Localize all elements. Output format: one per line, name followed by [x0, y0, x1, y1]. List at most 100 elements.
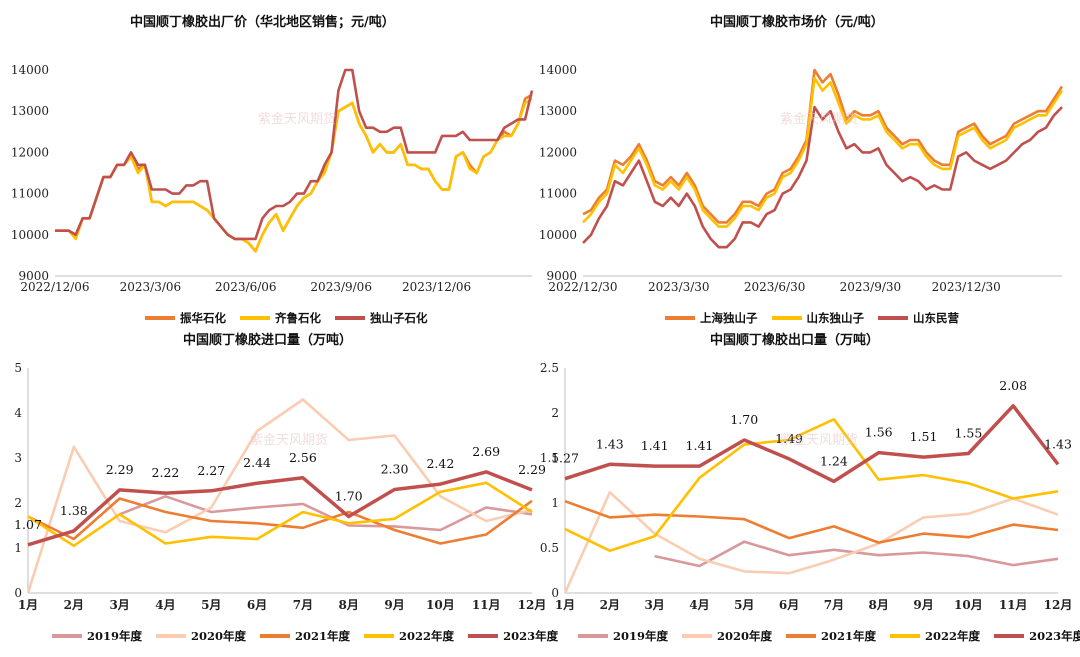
- chart-title: 中国顺丁橡胶市场价（元/吨）: [710, 15, 884, 30]
- y-tick-label: 10000: [540, 228, 577, 242]
- series-line: [27, 470, 533, 547]
- data-label: 2.29: [518, 462, 545, 477]
- x-tick-label: 2023/6/06: [215, 280, 277, 294]
- x-tick-label: 4月: [155, 598, 175, 612]
- legend-label: 山东民营: [913, 311, 959, 325]
- x-tick-label: 8月: [339, 598, 359, 612]
- legend-label: 2021年度: [821, 629, 877, 643]
- data-label: 2.42: [426, 456, 454, 471]
- chart-svg-market-price: 9000 10000 11000 12000 13000 14000 2022/12/30 2…: [540, 63, 1064, 294]
- x-tick-label: 5月: [734, 598, 754, 612]
- y-tick-label: 2: [551, 406, 559, 420]
- x-tick-label: 7月: [824, 598, 844, 612]
- x-tick-label: 9月: [384, 598, 404, 612]
- legend-item: 2021年度: [786, 628, 876, 644]
- data-label: 1.41: [686, 438, 714, 453]
- data-label: 2.56: [289, 450, 317, 465]
- x-tick-label: 2月: [64, 598, 84, 612]
- legend: 上海独山子 山东独山子 山东民营: [665, 310, 959, 326]
- legend-item: 山东独山子: [771, 310, 864, 326]
- data-label: 2.30: [381, 462, 409, 477]
- data-label: 1.43: [596, 436, 624, 451]
- legend-label: 2022年度: [925, 629, 981, 643]
- y-tick-label: 1.5: [540, 451, 559, 465]
- legend-label: 2019年度: [87, 629, 143, 643]
- x-tick-label: 6月: [247, 598, 267, 612]
- x-tick-label: 12月: [518, 598, 545, 612]
- x-tick-label: 2月: [600, 598, 620, 612]
- x-tick-label: 1月: [18, 598, 38, 612]
- watermark: 紫金天风期货: [780, 112, 859, 127]
- legend-label: 2019年度: [613, 629, 669, 643]
- legend-label: 振华石化: [180, 311, 226, 325]
- legend-item: 山东民营: [878, 310, 959, 326]
- data-label: 1.70: [730, 412, 758, 427]
- y-tick-label: 12000: [540, 145, 577, 159]
- y-tick-label: 0: [551, 586, 559, 600]
- data-label: 1.49: [775, 431, 803, 446]
- legend-label: 2020年度: [717, 629, 773, 643]
- legend-item: 独山子石化: [335, 310, 428, 326]
- legend-item: 上海独山子: [665, 310, 758, 326]
- y-tick-label: 13000: [540, 104, 577, 118]
- x-tick-label: 2023/9/06: [310, 280, 372, 294]
- y-tick-label: 5: [14, 361, 22, 375]
- chart-svg-export-volume: 0 0.5 1 1.5 2 2.5 1月 2月 3月 4月 5月 6月 7月 8月 9月 10月 11月 12月 1…: [540, 361, 1072, 612]
- legend-item: 2020年度: [682, 628, 772, 644]
- y-tick-label: 1: [551, 496, 559, 510]
- data-label: 1.24: [820, 453, 848, 468]
- series-line: [55, 97, 533, 253]
- legend-label: 2020年度: [191, 629, 247, 643]
- legend-label: 2022年度: [399, 629, 455, 643]
- legend-item: 2021年度: [260, 628, 350, 644]
- legend-label: 独山子石化: [370, 311, 428, 325]
- chart-svg-import-volume: 0 1 2 3 4 5 1月 2月 3月 4月 5月 6月 7月 8月 9月 10月 11月 12月 1.07 1.3…: [14, 361, 545, 612]
- watermark: 紫金天风期货: [780, 433, 859, 448]
- data-label: 2.44: [243, 455, 271, 470]
- x-tick-label: 2023/12/06: [402, 280, 471, 294]
- x-tick-label: 5月: [201, 598, 221, 612]
- x-tick-label: 10月: [426, 598, 455, 612]
- x-tick-label: 4月: [689, 598, 709, 612]
- series-line: [582, 68, 1064, 224]
- chart-title: 中国顺丁橡胶进口量（万吨）: [183, 333, 353, 348]
- y-tick-label: 0.5: [540, 541, 559, 555]
- series-line: [564, 418, 1059, 552]
- y-tick-label: 0: [14, 586, 22, 600]
- y-tick-label: 14000: [540, 63, 577, 77]
- x-tick-label: 2023/12/30: [932, 280, 1001, 294]
- x-tick-label: 7月: [293, 598, 313, 612]
- series-line: [55, 68, 534, 241]
- x-tick-label: 2022/12/30: [548, 280, 617, 294]
- y-tick-label: 14000: [11, 63, 49, 77]
- chart-panel-import-volume: 中国顺丁橡胶进口量（万吨） 0 1 2 3 4 5 1月 2月 3月 4月 5月 6月 7月 8月 9月 10…: [0, 325, 558, 657]
- data-label: 1.55: [954, 426, 982, 441]
- series-line: [119, 495, 533, 532]
- chart-title: 中国顺丁橡胶出口量（万吨）: [710, 333, 880, 348]
- x-tick-label: 2023/3/30: [648, 280, 710, 294]
- legend-item: 2019年度: [52, 628, 142, 644]
- chart-svg-factory-price: 9000 10000 11000 12000 13000 14000 2022/12/06 2…: [11, 63, 534, 294]
- legend-item: 2023年度: [468, 628, 558, 644]
- x-tick-label: 3月: [109, 598, 129, 612]
- y-tick-label: 9000: [546, 269, 577, 283]
- data-label: 1.27: [551, 451, 579, 466]
- data-label: 1.38: [60, 503, 88, 518]
- legend-item: 2023年度: [994, 628, 1080, 644]
- y-tick-label: 13000: [11, 104, 49, 118]
- legend: 2019年度 2020年度 2021年度 2022年度 2023年度: [578, 628, 1080, 644]
- data-label: 1.56: [865, 425, 893, 440]
- data-label: 1.07: [14, 517, 42, 532]
- legend-item: 振华石化: [145, 310, 226, 326]
- x-tick-label: 1月: [555, 598, 575, 612]
- watermark: 紫金天风期货: [250, 433, 329, 448]
- y-tick-label: 3: [14, 451, 22, 465]
- x-tick-label: 2022/12/06: [20, 280, 89, 294]
- data-label: 1.41: [641, 438, 669, 453]
- data-label: 2.08: [999, 378, 1027, 393]
- series-line: [564, 499, 1059, 544]
- chart-panel-export-volume: 中国顺丁橡胶出口量（万吨） 0 0.5 1 1.5 2 2.5 1月 2月 3月 4月 5月 6月 7月…: [540, 325, 1080, 657]
- legend: 2019年度 2020年度 2021年度 2022年度 2023年度: [52, 628, 558, 644]
- legend-item: 2022年度: [890, 628, 980, 644]
- legend-label: 2023年度: [1029, 629, 1080, 643]
